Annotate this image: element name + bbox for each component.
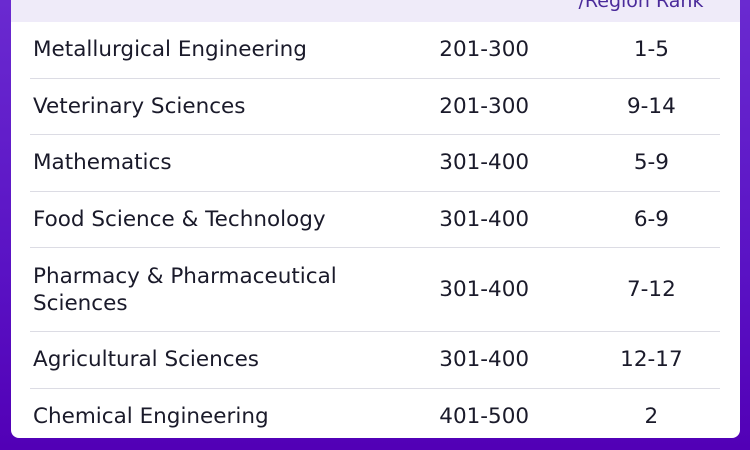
region-rank-cell: 12-17 (620, 347, 683, 373)
subject-cell: Chemical Engineering (33, 403, 269, 429)
world-rank-cell: 301-400 (439, 347, 530, 373)
table-row: Pharmacy & Pharmaceutical Sciences 301-40… (30, 248, 720, 332)
region-rank-cell: 1-5 (633, 37, 669, 63)
world-rank-cell: 301-400 (439, 277, 530, 302)
world-rank-cell: 401-500 (439, 403, 530, 429)
subject-cell: Food Science & Technology (33, 206, 326, 232)
region-rank-cell: 7-12 (627, 277, 676, 302)
region-rank-cell: 9-14 (627, 93, 676, 119)
subject-cell: Mathematics (33, 150, 172, 176)
table-row: Agricultural Sciences 301-400 12-17 (30, 332, 720, 389)
region-rank-cell: 5-9 (633, 150, 669, 176)
subject-cell: Agricultural Sciences (33, 347, 260, 373)
table-row: Metallurgical Engineering 201-300 1-5 (30, 22, 720, 79)
rankings-table: /Region Rank Metallurgical Engineering 20… (11, 0, 740, 438)
region-rank-cell: 6-9 (633, 206, 669, 232)
table-row: Food Science & Technology 301-400 6-9 (30, 192, 720, 248)
table-body: Metallurgical Engineering 201-300 1-5 Veter… (30, 22, 720, 438)
subject-cell: Metallurgical Engineering (33, 37, 307, 63)
header-region-rank: /Region Rank (578, 0, 704, 12)
table-row: Mathematics 301-400 5-9 (30, 135, 720, 192)
subject-cell: Pharmacy & Pharmaceutical Sciences (33, 263, 337, 316)
table-row: Chemical Engineering 401-500 2 (30, 389, 720, 439)
region-rank-cell: 2 (644, 403, 659, 429)
world-rank-cell: 301-400 (439, 206, 530, 232)
world-rank-cell: 201-300 (439, 37, 530, 63)
world-rank-cell: 201-300 (439, 93, 530, 119)
table-header: /Region Rank (11, 0, 740, 22)
table-row: Veterinary Sciences 201-300 9-14 (30, 79, 720, 135)
world-rank-cell: 301-400 (439, 150, 530, 176)
subject-cell: Veterinary Sciences (33, 93, 246, 119)
